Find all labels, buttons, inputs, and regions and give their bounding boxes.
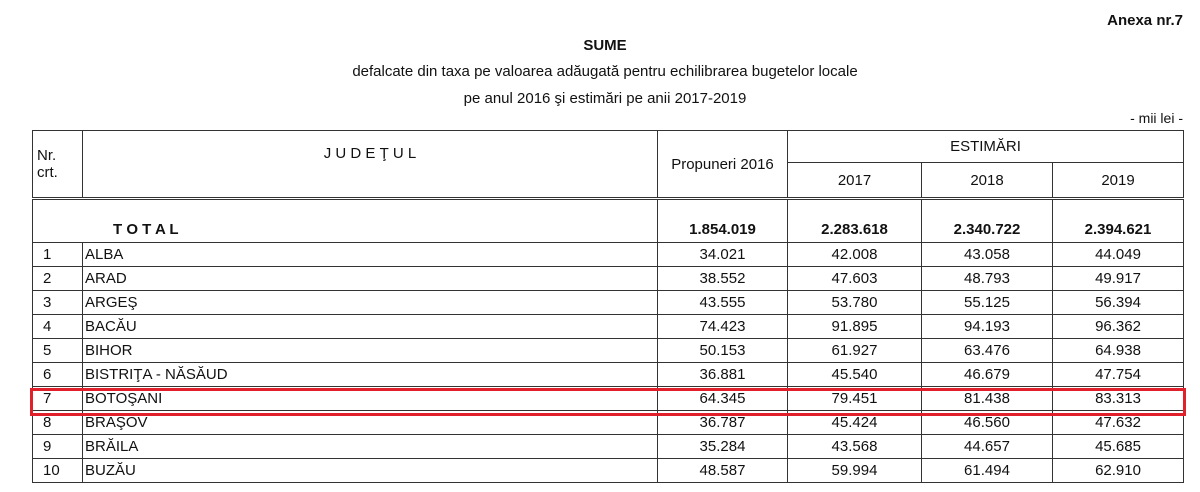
document-title: SUME bbox=[583, 37, 627, 54]
county-name: BISTRIŢA - NĂSĂUD bbox=[82, 362, 658, 387]
county-name: ARGEŞ bbox=[82, 290, 658, 315]
value-2017: 45.540 bbox=[787, 362, 922, 387]
table-row: 1 ALBA 34.021 42.008 43.058 44.049 bbox=[32, 242, 1185, 267]
row-number: 2 bbox=[32, 266, 83, 291]
table-row: 5 BIHOR 50.153 61.927 63.476 64.938 bbox=[32, 338, 1185, 363]
value-2019: 56.394 bbox=[1051, 290, 1185, 315]
row-number: 5 bbox=[32, 338, 83, 363]
value-2018: 43.058 bbox=[921, 242, 1053, 267]
subtitle-line-1: defalcate din taxa pe valoarea adăugată … bbox=[352, 63, 858, 80]
value-2019: 96.362 bbox=[1051, 314, 1185, 339]
table-row: 6 BISTRIŢA - NĂSĂUD 36.881 45.540 46.679 47.7… bbox=[32, 362, 1185, 387]
value-2016: 50.153 bbox=[657, 338, 788, 363]
county-name: BIHOR bbox=[82, 338, 658, 363]
county-name: ALBA bbox=[82, 242, 658, 267]
value-2019: 47.754 bbox=[1051, 362, 1185, 387]
row-number: 4 bbox=[32, 314, 83, 339]
value-2016: 48.587 bbox=[657, 458, 788, 483]
unit-label: - mii lei - bbox=[1130, 110, 1183, 126]
total-2019: 2.394.621 bbox=[1051, 197, 1185, 243]
value-2017: 61.927 bbox=[787, 338, 922, 363]
total-2016: 1.854.019 bbox=[657, 197, 788, 243]
row-number: 3 bbox=[32, 290, 83, 315]
value-2018: 63.476 bbox=[921, 338, 1053, 363]
annex-label: Anexa nr.7 bbox=[1107, 12, 1183, 29]
value-2016: 34.021 bbox=[657, 242, 788, 267]
row-number: 10 bbox=[32, 458, 83, 483]
county-name: BRĂILA bbox=[82, 434, 658, 459]
county-name: BACĂU bbox=[82, 314, 658, 339]
value-2017: 43.568 bbox=[787, 434, 922, 459]
table-row: 3 ARGEŞ 43.555 53.780 55.125 56.394 bbox=[32, 290, 1185, 315]
value-2016: 36.881 bbox=[657, 362, 788, 387]
budget-table: Nr. crt. J U D E Ţ U L Propuneri 2016 ES… bbox=[32, 130, 1185, 483]
header-2018: 2018 bbox=[921, 162, 1053, 199]
value-2018: 94.193 bbox=[921, 314, 1053, 339]
highlight-box bbox=[30, 388, 1186, 416]
header-propuneri: Propuneri 2016 bbox=[657, 130, 788, 199]
table-row: 10 BUZĂU 48.587 59.994 61.494 62.910 bbox=[32, 458, 1185, 483]
header-estimari: ESTIMĂRI bbox=[786, 130, 1185, 163]
row-number: 9 bbox=[32, 434, 83, 459]
value-2016: 35.284 bbox=[657, 434, 788, 459]
header-nr: Nr. crt. bbox=[32, 130, 83, 199]
value-2017: 42.008 bbox=[787, 242, 922, 267]
value-2018: 46.679 bbox=[921, 362, 1053, 387]
value-2016: 43.555 bbox=[657, 290, 788, 315]
header-2019: 2019 bbox=[1051, 162, 1185, 199]
value-2016: 38.552 bbox=[657, 266, 788, 291]
row-number: 1 bbox=[32, 242, 83, 267]
value-2018: 55.125 bbox=[921, 290, 1053, 315]
total-2017: 2.283.618 bbox=[787, 197, 922, 243]
value-2018: 48.793 bbox=[921, 266, 1053, 291]
value-2017: 53.780 bbox=[787, 290, 922, 315]
total-2018: 2.340.722 bbox=[921, 197, 1053, 243]
header-judet: J U D E Ţ U L bbox=[82, 130, 658, 199]
value-2017: 47.603 bbox=[787, 266, 922, 291]
value-2017: 59.994 bbox=[787, 458, 922, 483]
value-2018: 61.494 bbox=[921, 458, 1053, 483]
table-row: 2 ARAD 38.552 47.603 48.793 49.917 bbox=[32, 266, 1185, 291]
value-2019: 64.938 bbox=[1051, 338, 1185, 363]
table-row: 4 BACĂU 74.423 91.895 94.193 96.362 bbox=[32, 314, 1185, 339]
table-row: 9 BRĂILA 35.284 43.568 44.657 45.685 bbox=[32, 434, 1185, 459]
row-number: 6 bbox=[32, 362, 83, 387]
value-2019: 49.917 bbox=[1051, 266, 1185, 291]
county-name: ARAD bbox=[82, 266, 658, 291]
county-name: BUZĂU bbox=[82, 458, 658, 483]
value-2019: 44.049 bbox=[1051, 242, 1185, 267]
value-2019: 45.685 bbox=[1051, 434, 1185, 459]
value-2018: 44.657 bbox=[921, 434, 1053, 459]
total-row: T O T A L 1.854.019 2.283.618 2.340.722 … bbox=[32, 197, 1185, 243]
subtitle-line-2: pe anul 2016 şi estimări pe anii 2017-20… bbox=[463, 90, 747, 107]
value-2017: 91.895 bbox=[787, 314, 922, 339]
header-2017: 2017 bbox=[787, 162, 922, 199]
value-2019: 62.910 bbox=[1051, 458, 1185, 483]
value-2016: 74.423 bbox=[657, 314, 788, 339]
total-label: T O T A L bbox=[32, 197, 658, 243]
